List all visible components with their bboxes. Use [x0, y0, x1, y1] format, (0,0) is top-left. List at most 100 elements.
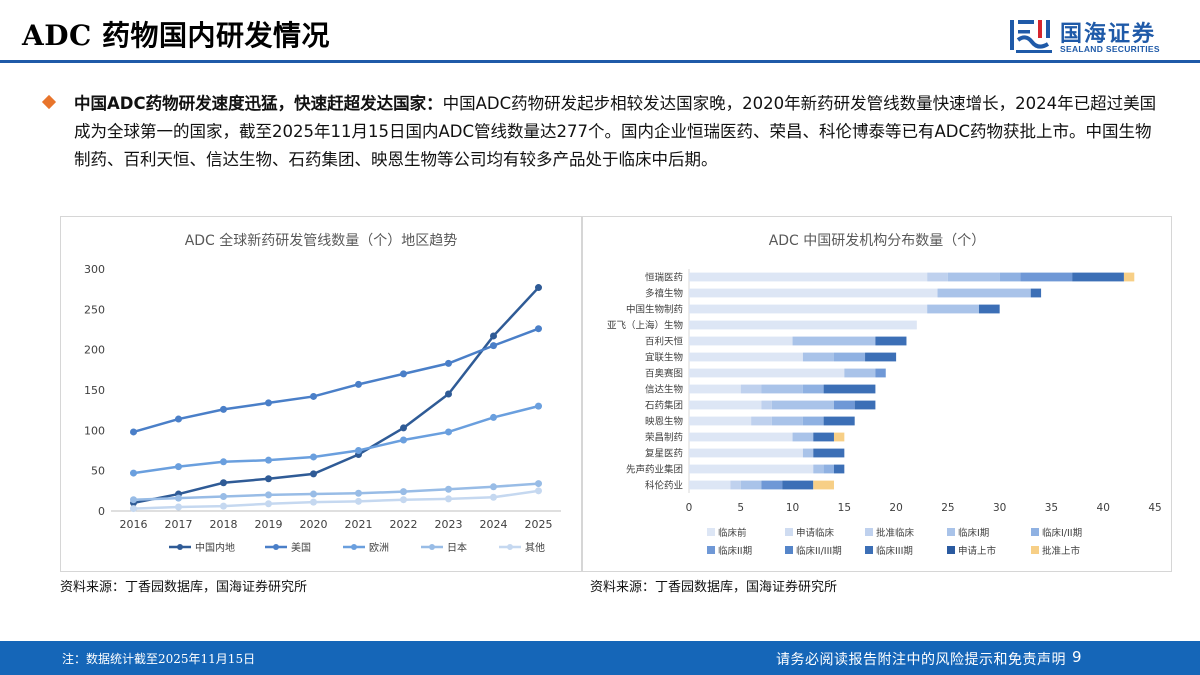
bar-segment — [782, 480, 814, 490]
x-tick-label: 5 — [737, 502, 744, 514]
data-point — [355, 497, 362, 505]
data-point — [445, 428, 452, 436]
category-label: 复星医药 — [645, 448, 683, 460]
x-tick-label: 2022 — [390, 518, 418, 531]
legend-swatch — [785, 528, 793, 536]
source-note-left: 资料来源：丁香园数据库，国海证券研究所 — [60, 580, 308, 595]
logo-chinese-name: 国海证券 — [1060, 22, 1157, 47]
series-line — [133, 404, 539, 475]
legend-swatch — [707, 528, 715, 536]
bar-segment — [978, 304, 1000, 314]
data-point — [400, 436, 407, 444]
legend-swatch-marker — [507, 544, 513, 550]
legend-label: 中国内地 — [195, 541, 235, 554]
data-point — [535, 325, 542, 333]
bar-segment — [689, 320, 917, 330]
x-tick-label: 2023 — [435, 518, 463, 531]
bar-segment — [761, 480, 783, 490]
x-tick-label: 2016 — [120, 518, 148, 531]
bar-segment — [813, 464, 824, 474]
legend-swatch-marker — [273, 544, 279, 550]
data-point — [445, 495, 452, 503]
summary-lead: 中国ADC药物研发速度迅猛，快速赶超发达国家： — [74, 94, 443, 113]
bar-segment — [937, 288, 1031, 298]
bar-segment — [689, 464, 814, 474]
category-label: 宜联生物 — [645, 352, 684, 364]
x-tick-label: 2017 — [165, 518, 193, 531]
sealand-logo: 国海证券 SEALAND SECURITIES — [1008, 14, 1188, 58]
data-point — [175, 415, 182, 423]
y-tick-label: 50 — [91, 465, 105, 478]
bar-segment — [730, 480, 741, 490]
data-point — [445, 485, 452, 493]
legend-label: 临床I/II期 — [1042, 527, 1082, 539]
x-tick-label: 35 — [1045, 502, 1058, 514]
x-tick-label: 45 — [1148, 502, 1161, 514]
data-point — [265, 500, 272, 508]
data-point — [130, 496, 137, 504]
legend-label: 欧洲 — [369, 542, 389, 554]
data-point — [175, 494, 182, 502]
legend-label: 批准临床 — [876, 527, 915, 539]
header-rule — [0, 60, 1200, 63]
bar-segment — [792, 432, 814, 442]
data-point — [445, 390, 452, 398]
legend-swatch-marker — [429, 544, 435, 550]
bar-segment — [761, 384, 803, 394]
data-point — [310, 470, 317, 478]
bar-segment — [761, 400, 772, 410]
slide-footer: 注：数据统计截至2025年11月15日 请务必阅读报告附注中的风险提示和免责声明… — [0, 641, 1200, 675]
data-point — [265, 491, 272, 499]
x-tick-label: 2021 — [345, 518, 373, 531]
data-point — [355, 489, 362, 497]
data-point — [355, 380, 362, 388]
bar-segment — [802, 352, 834, 362]
bar-segment — [1123, 272, 1135, 282]
y-tick-label: 200 — [84, 344, 105, 357]
bar-segment — [689, 400, 762, 410]
legend-label: 申请上市 — [958, 545, 997, 557]
data-point — [490, 342, 497, 350]
y-tick-label: 300 — [84, 263, 105, 276]
bar-segment — [1030, 288, 1042, 298]
bar-segment — [689, 432, 793, 442]
data-point — [400, 370, 407, 378]
bar-segment — [823, 464, 834, 474]
data-point — [265, 399, 272, 407]
chart-title: ADC 全球新药研发管线数量（个）地区趋势 — [185, 232, 458, 249]
legend-label: 临床II/III期 — [796, 545, 842, 557]
data-point — [535, 402, 542, 410]
legend-swatch — [865, 528, 873, 536]
bar-segment — [1072, 272, 1124, 282]
legend-swatch-marker — [177, 544, 183, 550]
bar-segment — [689, 288, 938, 298]
bar-segment — [689, 368, 845, 378]
legend-swatch — [1031, 546, 1039, 554]
bar-segment — [792, 336, 876, 346]
bar-segment — [802, 384, 824, 394]
bar-segment — [875, 336, 907, 346]
bar-segment — [875, 368, 886, 378]
summary-body: 中国ADC药物研发起步相较发达国家晚，2020年新药研发管线数量快速增长，202… — [74, 94, 1157, 169]
footer-disclaimer: 请务必阅读报告附注中的风险提示和免责声明 — [776, 652, 1066, 668]
data-point — [490, 413, 497, 421]
data-point — [490, 483, 497, 491]
category-label: 百利天恒 — [645, 336, 684, 348]
x-tick-label: 2025 — [525, 518, 553, 531]
bar-segment — [833, 464, 845, 474]
stacked-bar-chart: ADC 中国研发机构分布数量（个） 恒瑞医药多禧生物中国生物制药亚飞（上海）生物百… — [607, 233, 1162, 557]
bar-segment — [771, 400, 834, 410]
data-point — [130, 505, 137, 513]
data-point — [310, 490, 317, 498]
series-line — [133, 286, 540, 505]
series-line — [133, 482, 539, 501]
data-point — [310, 453, 317, 461]
data-point — [220, 405, 227, 413]
legend-label: 美国 — [291, 541, 311, 554]
bar-segment — [854, 400, 876, 410]
data-point — [220, 502, 227, 510]
source-note-right: 资料来源：丁香园数据库，国海证券研究所 — [590, 580, 838, 595]
data-point — [175, 503, 182, 511]
page-title: ADC 药物国内研发情况 — [22, 19, 331, 52]
bar-segment — [689, 304, 928, 314]
